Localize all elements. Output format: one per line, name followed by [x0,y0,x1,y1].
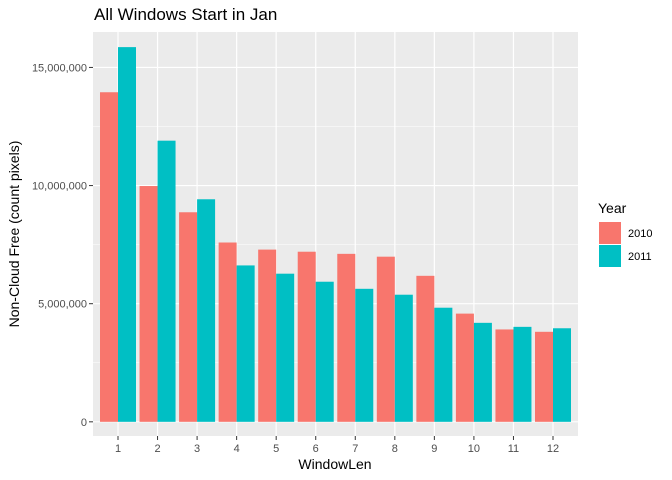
bar-2010-10 [455,313,474,422]
y-tick-label: 10,000,000 [32,181,87,193]
bar-2011-5 [276,273,295,422]
x-tick-label: 4 [234,443,240,455]
bar-2011-3 [197,199,216,422]
y-tick-label: 5,000,000 [38,299,87,311]
bar-2010-9 [416,275,435,422]
bar-2011-4 [236,265,255,422]
bar-2011-7 [355,288,374,422]
legend-title: Year [598,200,627,216]
x-tick-label: 5 [273,443,279,455]
chart-title: All Windows Start in Jan [94,5,277,24]
x-tick-label: 3 [194,443,200,455]
x-tick-label: 6 [313,443,319,455]
bar-2010-3 [179,212,198,422]
bar-2010-2 [139,186,158,422]
x-tick-label: 7 [352,443,358,455]
legend: Year 2010 2011 [598,200,652,267]
legend-key-2010 [599,222,621,244]
y-axis-title: Non-Cloud Free (count pixels) [6,141,22,328]
x-tick-label: 12 [547,443,559,455]
y-tick-label: 15,000,000 [32,62,87,74]
x-tick-label: 10 [468,443,480,455]
bars [100,47,571,422]
x-axis-title: WindowLen [298,456,371,472]
bar-2011-10 [473,322,492,422]
bar-2010-11 [495,329,514,422]
x-tick-label: 9 [431,443,437,455]
bar-2010-8 [376,256,395,422]
bar-2010-12 [535,331,553,422]
x-tick-label: 2 [154,443,160,455]
x-tick-label: 8 [392,443,398,455]
legend-key-2011 [599,245,621,267]
bar-2011-11 [513,326,532,422]
bar-2011-6 [315,281,334,422]
legend-label-2011: 2011 [628,251,652,263]
x-tick-label: 11 [508,443,519,455]
bar-2011-2 [157,140,176,422]
x-tick-label: 1 [115,443,121,455]
x-axis-ticks: 1 2 3 4 5 6 7 8 9 10 11 12 [115,436,559,455]
bar-2010-6 [297,251,316,422]
y-axis-ticks: 0 5,000,000 10,000,000 15,000,000 [32,62,93,429]
bar-2011-12 [553,328,571,422]
legend-label-2010: 2010 [628,228,652,240]
bar-2010-4 [218,242,237,422]
bar-2010-1 [100,92,118,422]
bar-2011-1 [118,47,136,422]
bar-2010-5 [258,249,277,422]
bar-2011-9 [434,307,453,422]
bar-2011-8 [394,294,413,422]
y-tick-label: 0 [81,417,87,429]
bar-2010-7 [337,253,356,422]
